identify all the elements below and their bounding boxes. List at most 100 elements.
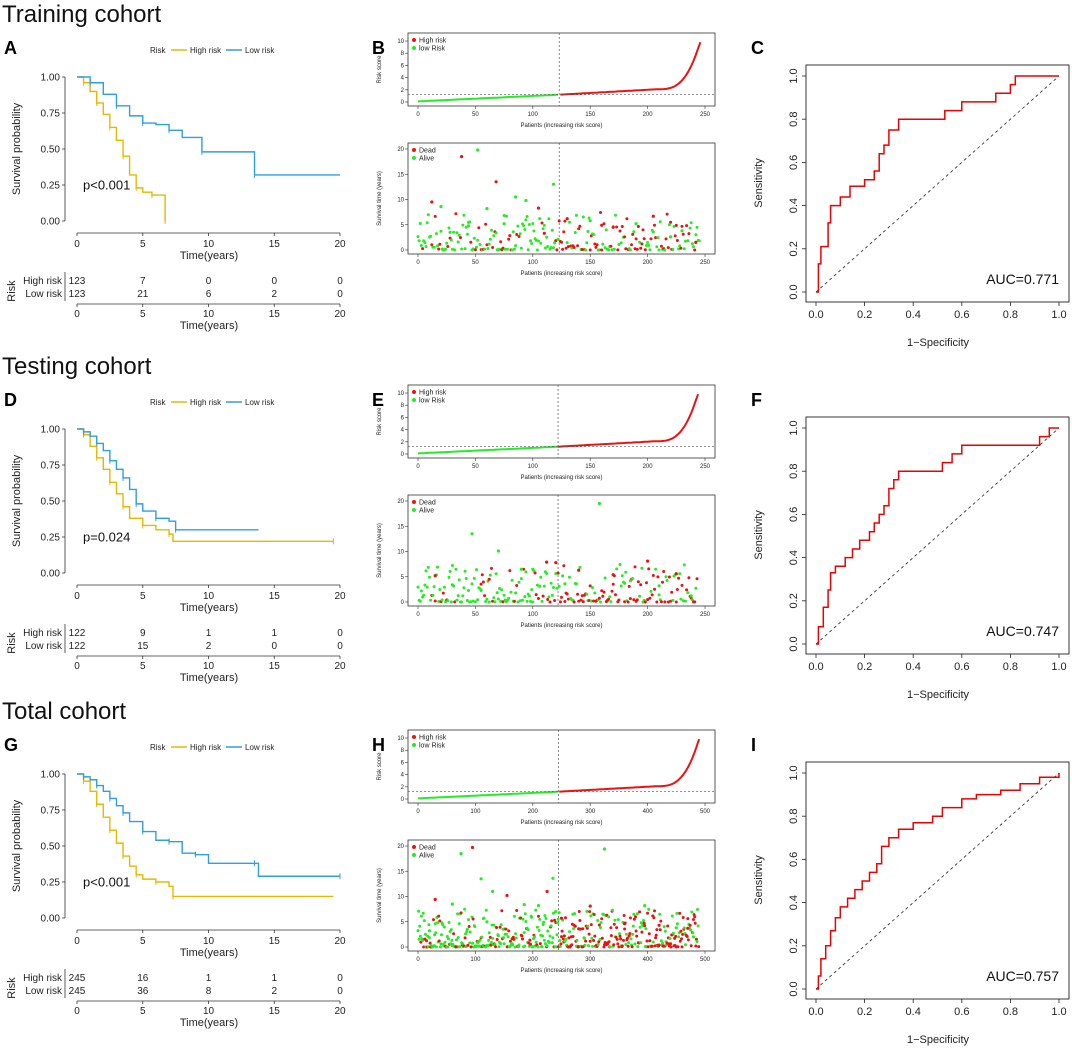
survival-point-alive bbox=[422, 593, 426, 597]
survival-point-alive bbox=[527, 223, 531, 226]
survival-point-dead bbox=[597, 596, 601, 600]
survival-point-dead bbox=[630, 945, 634, 949]
survival-point-alive bbox=[556, 921, 559, 925]
survival-point-alive bbox=[638, 240, 642, 244]
survival-point-dead bbox=[653, 223, 656, 227]
risk-table-x-tick-label: 0 bbox=[74, 661, 80, 672]
survival-point-dead bbox=[610, 589, 614, 593]
survival-point-dead bbox=[495, 938, 499, 941]
survival-point-alive bbox=[656, 236, 660, 240]
survival-point-alive bbox=[678, 244, 682, 248]
survival-point-alive bbox=[450, 247, 454, 251]
km-pvalue: p=0.024 bbox=[83, 529, 130, 544]
survival-point-alive bbox=[572, 927, 576, 931]
survival-point-dead bbox=[697, 945, 701, 949]
survival-point-dead bbox=[505, 893, 509, 898]
survival-point-dead bbox=[666, 600, 670, 604]
survival-point-dead bbox=[623, 927, 627, 931]
survival-point-dead bbox=[653, 587, 656, 591]
survival-point-alive bbox=[496, 597, 500, 601]
survival-point-dead bbox=[653, 909, 656, 913]
survival-point-dead bbox=[681, 916, 685, 919]
survival-point-alive bbox=[532, 229, 536, 233]
survival-point-dead bbox=[545, 560, 549, 564]
panel-label-H: H bbox=[372, 735, 385, 755]
survival-point-dead bbox=[651, 574, 655, 577]
survival-point-alive bbox=[609, 600, 613, 604]
survival-point-dead bbox=[507, 237, 511, 241]
survival-point-alive bbox=[663, 929, 667, 933]
survival-point-dead bbox=[615, 937, 619, 941]
survival-point-alive bbox=[536, 945, 540, 949]
survival-point-alive bbox=[568, 930, 571, 934]
survival-point-dead bbox=[463, 936, 467, 940]
survival-point-alive bbox=[471, 247, 475, 251]
survival-point-dead bbox=[666, 246, 670, 250]
risk-table-x-tick-label: 5 bbox=[140, 1006, 146, 1017]
survival-point-dead bbox=[693, 915, 697, 919]
km-x-axis-label: Time(years) bbox=[180, 250, 238, 262]
roc-auc-label: AUC=0.771 bbox=[986, 271, 1059, 287]
survival-point-dead bbox=[693, 921, 697, 925]
km-x-tick-label: 0 bbox=[74, 591, 80, 602]
survival-point-dead bbox=[681, 232, 685, 236]
km-y-tick-label: 0.25 bbox=[41, 878, 61, 889]
survival-point-dead bbox=[545, 889, 549, 894]
survival-point-dead bbox=[592, 939, 596, 942]
survival-point-dead bbox=[577, 568, 581, 572]
risk-score-low-curve bbox=[417, 445, 559, 455]
survival-point-dead bbox=[587, 932, 591, 936]
survival-point-alive bbox=[417, 937, 421, 941]
survival-point-alive bbox=[539, 241, 543, 245]
survival-point-alive bbox=[424, 245, 428, 249]
survival-point-dead bbox=[520, 934, 524, 938]
survival-point-alive bbox=[480, 935, 484, 939]
survival-point-alive bbox=[682, 247, 686, 251]
survival-point-alive bbox=[417, 909, 421, 913]
survival-point-alive bbox=[427, 929, 432, 933]
survival-point-alive bbox=[534, 238, 538, 242]
survival-point-dead bbox=[484, 222, 488, 226]
survival-point-dead bbox=[562, 564, 566, 568]
risk-score-y-tick-label: 2 bbox=[401, 88, 405, 94]
km-x-tick-label: 20 bbox=[334, 591, 346, 602]
risk-score-y-axis-label: Risk score bbox=[377, 407, 383, 436]
survival-point-alive bbox=[442, 585, 446, 589]
survival-point-alive bbox=[549, 246, 553, 250]
survival-point-dead bbox=[685, 935, 689, 938]
survival-point-alive bbox=[476, 598, 480, 602]
survival-point-alive bbox=[668, 937, 672, 940]
survival-point-dead bbox=[602, 590, 606, 594]
survival-point-dead bbox=[581, 927, 585, 931]
survival-point-alive bbox=[456, 912, 460, 916]
survival-point-alive bbox=[538, 917, 542, 921]
survival-point-alive bbox=[514, 244, 518, 248]
survival-point-dead bbox=[678, 939, 682, 943]
survival-point-dead bbox=[576, 244, 580, 248]
survival-y-tick-label: 15 bbox=[397, 172, 404, 178]
survival-point-alive bbox=[654, 567, 658, 571]
risk-score-y-tick-label: 0 bbox=[401, 797, 405, 803]
risk-table-low-count: 0 bbox=[271, 641, 277, 652]
survival-point-alive bbox=[436, 565, 439, 569]
risk-table-low-count: 122 bbox=[69, 641, 86, 652]
survival-legend-alive-dot bbox=[412, 853, 416, 857]
risk-table-low-label: Low risk bbox=[25, 289, 63, 300]
survival-point-alive bbox=[543, 942, 547, 946]
survival-point-alive bbox=[586, 230, 590, 233]
survival-point-alive bbox=[639, 941, 643, 945]
survival-point-alive bbox=[545, 572, 549, 575]
survival-point-alive bbox=[540, 945, 544, 949]
survival-point-alive bbox=[552, 246, 555, 250]
survival-point-alive bbox=[530, 242, 534, 245]
risk-table-x-tick-label: 15 bbox=[269, 661, 281, 672]
survival-point-alive bbox=[608, 595, 612, 599]
survival-point-dead bbox=[600, 936, 604, 940]
survival-point-alive bbox=[581, 215, 585, 219]
survival-point-dead bbox=[687, 576, 691, 580]
survival-point-dead bbox=[454, 212, 458, 216]
survival-point-dead bbox=[626, 600, 630, 604]
survival-point-dead bbox=[640, 930, 644, 934]
roc-x-tick-label: 0.4 bbox=[906, 1006, 921, 1018]
survival-point-alive bbox=[468, 220, 472, 224]
